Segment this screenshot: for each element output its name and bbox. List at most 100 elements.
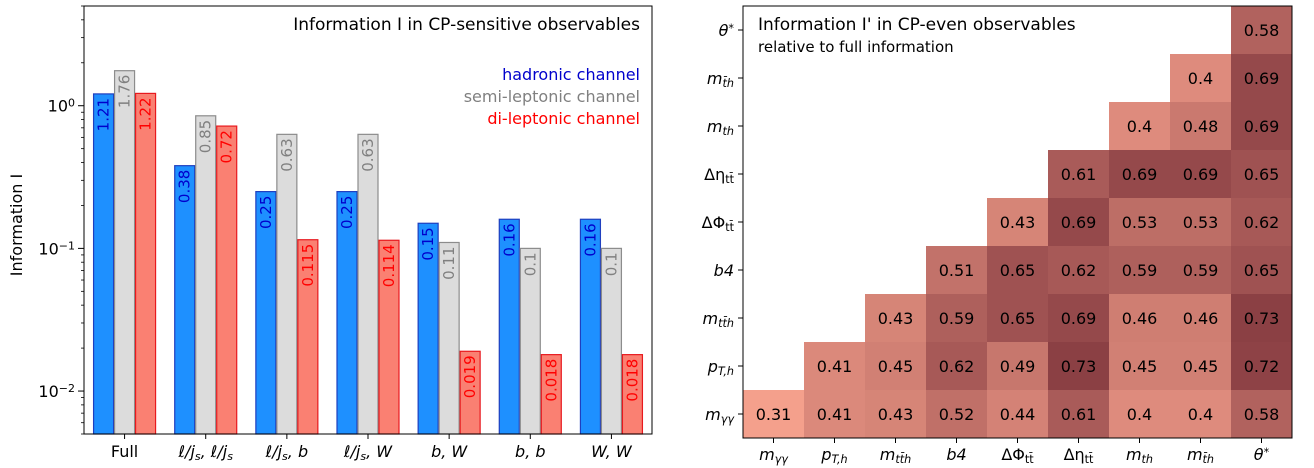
x-tick-label: b, W	[431, 442, 468, 461]
heatmap-cell	[1231, 342, 1293, 391]
bar-semi-leptonic	[195, 115, 217, 435]
heatmap-cell-value: 0.43	[878, 309, 914, 328]
heatmap-cell	[926, 246, 988, 295]
heatmap-cell	[987, 342, 1049, 391]
bar-chart-title: Information I in CP-sensitive observable…	[293, 15, 640, 35]
heatmap-cell-value: 0.59	[939, 309, 975, 328]
bar-value-label: 0.018	[542, 359, 560, 402]
heatmap-cell-value: 0.65	[1000, 261, 1036, 280]
heatmap-cell-value: 0.69	[1244, 117, 1280, 136]
y-tick-label: pT,h	[707, 357, 734, 378]
heatmap-cell	[1048, 150, 1110, 199]
heatmap-cell	[1231, 102, 1293, 151]
heatmap-cell	[926, 390, 988, 439]
heatmap-cell-value: 0.4	[1188, 69, 1213, 88]
heatmap-cell	[987, 198, 1049, 247]
bar-semi-leptonic	[113, 70, 136, 435]
heatmap-cell-value: 0.45	[1183, 357, 1219, 376]
heatmap-cell-value: 0.44	[1000, 405, 1036, 424]
x-tick-label: ℓ/js, b	[265, 442, 309, 463]
heatmap-cell-value: 0.52	[939, 405, 975, 424]
x-tick-label: mtt̄h	[880, 445, 911, 466]
bar-value-label: 0.114	[380, 244, 398, 287]
x-tick-label: pT,h	[820, 445, 847, 466]
heatmap-cell	[987, 294, 1049, 343]
bar-value-label: 0.25	[338, 196, 356, 229]
x-tick-label: mt̄h	[1187, 445, 1214, 466]
heatmap-cell	[1170, 198, 1232, 247]
heatmap-cell-value: 0.73	[1061, 357, 1097, 376]
x-tick-label: Δηtt̄	[1064, 445, 1094, 466]
y-tick-label: 10−2	[38, 382, 75, 401]
heatmap-cell	[865, 390, 927, 439]
bar-value-label: 1.22	[137, 97, 155, 130]
y-tick-label: 10−1	[38, 239, 75, 258]
x-tick-label: W, W	[591, 442, 633, 461]
heatmap-cell-value: 0.31	[756, 405, 792, 424]
heatmap-cell	[865, 294, 927, 343]
bar-value-label: 0.63	[278, 138, 296, 171]
heatmap-cell	[1048, 342, 1110, 391]
heatmap-cell-value: 0.69	[1061, 213, 1097, 232]
heatmap-cell	[987, 390, 1049, 439]
heatmap-cell-value: 0.73	[1244, 309, 1280, 328]
bar-hadronic	[174, 165, 196, 435]
heatmap-cell-value: 0.58	[1244, 405, 1280, 424]
heatmap-cell	[804, 390, 866, 439]
heatmap-cell	[1048, 198, 1110, 247]
bar-value-label: 0.85	[197, 120, 215, 153]
heatmap-cell	[743, 390, 805, 439]
heatmap-cell-value: 0.43	[878, 405, 914, 424]
bar-di-leptonic	[216, 125, 238, 435]
heatmap-cell	[1231, 150, 1293, 199]
heatmap-cell	[1231, 198, 1293, 247]
heatmap-cell	[1109, 246, 1171, 295]
heatmap-cell-value: 0.4	[1127, 405, 1152, 424]
heatmap-cell-value: 0.51	[939, 261, 975, 280]
bar-value-label: 1.76	[116, 75, 134, 108]
heatmap-cell-value: 0.65	[1000, 309, 1036, 328]
heatmap-panel: 0.58 0.4 0.69 0.4 0.48 0.69 0.61 0.69 0.69 0.65 0.…	[702, 5, 1293, 466]
bar-chart-axes: Full ℓ/js, ℓ/js ℓ/js, b ℓ/js, W b, W b, b W, W…	[38, 5, 653, 463]
bar-value-label: 0.63	[359, 138, 377, 171]
heatmap-cell	[1048, 246, 1110, 295]
y-tick-label: mγγ	[705, 405, 735, 426]
heatmap-cell	[926, 294, 988, 343]
y-tick-label: ΔΦtt̄	[702, 213, 735, 234]
heatmap-cell	[1109, 198, 1171, 247]
x-tick-label: mth	[1126, 445, 1153, 466]
x-tick-label: Full	[111, 442, 138, 461]
heatmap-subtitle: relative to full information	[758, 38, 954, 56]
bar-semi-leptonic	[357, 133, 379, 435]
heatmap-cell	[1048, 294, 1110, 343]
heatmap-cell	[1231, 390, 1293, 439]
heatmap-cell-value: 0.65	[1244, 261, 1280, 280]
heatmap-cell-value: 0.43	[1000, 213, 1036, 232]
bar-value-label: 0.1	[602, 252, 620, 276]
bar-value-label: 0.115	[299, 244, 317, 287]
heatmap-cell-value: 0.46	[1122, 309, 1158, 328]
heatmap-cell-value: 0.4	[1127, 117, 1152, 136]
x-tick-label: b, b	[515, 442, 545, 461]
heatmap-cell-value: 0.69	[1183, 165, 1219, 184]
bar-chart-panel: 1.211.761.22 0.380.85 0.72 0.25 0.63 0.115 0.2…	[7, 5, 653, 463]
bar-group: 1.211.761.22 0.380.85 0.72 0.25 0.63 0.115 0.2…	[92, 70, 644, 435]
heatmap-cell-value: 0.41	[817, 357, 853, 376]
plot-frame	[83, 5, 653, 435]
heatmap-cell-value: 0.62	[1244, 213, 1280, 232]
y-tick-label: θ*	[719, 21, 735, 40]
heatmap-cell-value: 0.61	[1061, 405, 1097, 424]
bar-value-label: 0.11	[440, 246, 458, 279]
bar-value-label: 0.018	[623, 359, 641, 402]
heatmap-cell	[1109, 294, 1171, 343]
heatmap-cell	[1231, 294, 1293, 343]
heatmap-cells: 0.58 0.4 0.69 0.4 0.48 0.69 0.61 0.69 0.69 0.65 0.…	[743, 6, 1293, 439]
x-tick-label: ℓ/js, W	[343, 442, 393, 463]
heatmap-cell-value: 0.62	[939, 357, 975, 376]
y-tick-label: 100	[48, 97, 75, 116]
bar-semi-leptonic	[276, 133, 298, 435]
heatmap-cell-value: 0.46	[1183, 309, 1219, 328]
heatmap-cell	[1231, 54, 1293, 103]
y-tick-label: mt̄h	[707, 69, 734, 90]
